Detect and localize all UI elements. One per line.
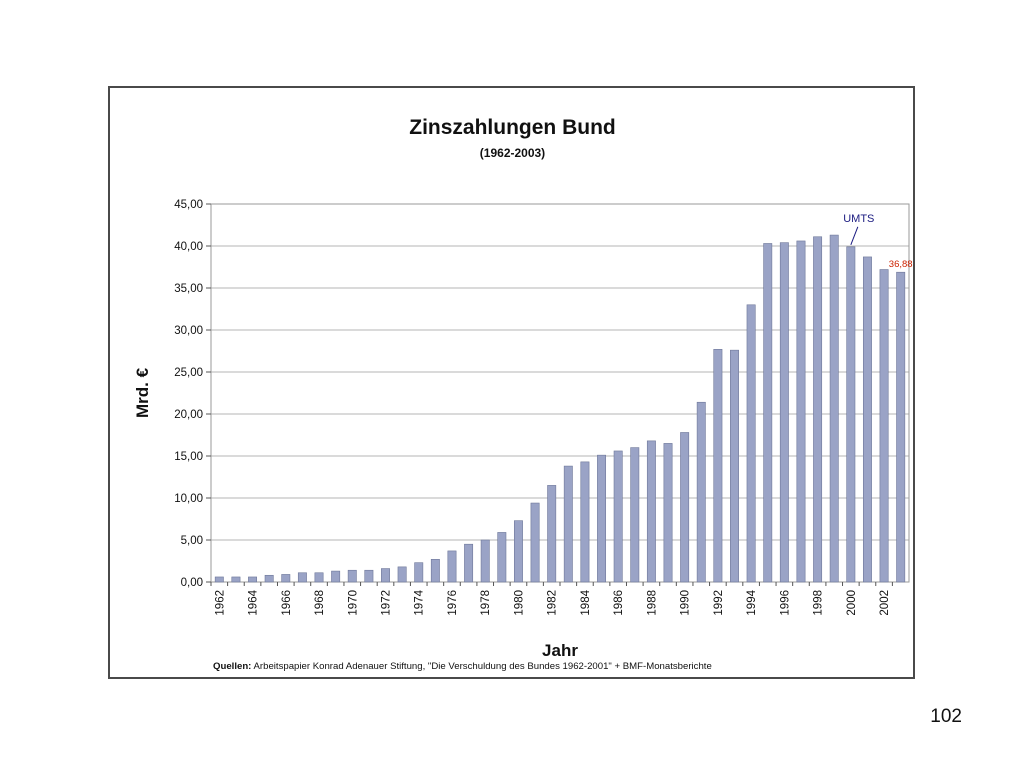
bar-2000 xyxy=(846,246,856,583)
y-tick-label: 5,00 xyxy=(181,535,203,547)
umts-leader-line xyxy=(850,226,859,246)
value-label-last-year: 36,88 xyxy=(889,259,913,270)
bar-1985 xyxy=(597,454,607,583)
bar-1992 xyxy=(713,349,723,583)
bar-1976 xyxy=(447,550,457,583)
bar-2001 xyxy=(862,256,872,583)
bar-2003 xyxy=(896,271,906,583)
x-tick-label: 1968 xyxy=(314,590,326,616)
x-tick-label: 1976 xyxy=(447,590,459,616)
bar-1975 xyxy=(430,559,440,583)
y-tick-label: 20,00 xyxy=(174,409,203,421)
annotations: UMTS 36,88 xyxy=(843,213,912,270)
x-tick-label: 1972 xyxy=(381,590,393,616)
bar-1970 xyxy=(347,569,357,583)
x-tick-label: 1996 xyxy=(779,590,791,616)
x-tick-label: 2002 xyxy=(879,590,891,616)
bar-1988 xyxy=(646,440,656,583)
x-tick-label: 2000 xyxy=(846,590,858,616)
y-axis-title: Mrd. € xyxy=(133,367,152,418)
x-axis-ticks: 1962 1964 1966 1968 1970 1972 1974 1976 1978 1980… xyxy=(210,582,893,616)
bar-1984 xyxy=(580,461,590,583)
x-tick-label: 1984 xyxy=(580,589,592,615)
chart-title: Zinszahlungen Bund xyxy=(409,116,616,139)
bar-1971 xyxy=(364,569,374,583)
x-tick-label: 1998 xyxy=(813,590,825,616)
bar-1963 xyxy=(231,576,241,583)
x-tick-label: 1992 xyxy=(713,590,725,616)
umts-annotation: UMTS xyxy=(843,213,874,225)
y-tick-label: 45,00 xyxy=(174,199,203,211)
y-tick-label: 35,00 xyxy=(174,283,203,295)
y-tick-label: 0,00 xyxy=(181,577,203,589)
x-tick-label: 1994 xyxy=(746,589,758,615)
bar-1968 xyxy=(314,572,324,583)
bar-1997 xyxy=(796,240,806,583)
bar-1983 xyxy=(563,465,573,583)
bar-2002 xyxy=(879,269,889,583)
x-tick-label: 1962 xyxy=(214,590,226,616)
bar-1969 xyxy=(331,570,341,583)
bar-1967 xyxy=(297,572,307,583)
bar-1996 xyxy=(779,242,789,583)
bar-1995 xyxy=(763,243,773,583)
bar-1982 xyxy=(547,485,557,583)
x-tick-label: 1986 xyxy=(613,590,625,616)
bars xyxy=(214,234,906,583)
x-tick-label: 1980 xyxy=(513,590,525,616)
bar-1964 xyxy=(248,576,258,583)
bar-1979 xyxy=(497,532,507,583)
x-tick-label: 1982 xyxy=(547,590,559,616)
bar-1994 xyxy=(746,304,756,583)
bar-1998 xyxy=(813,236,823,583)
y-axis-ticks: 0,00 5,00 10,00 15,00 20,00 25,00 30,00 35,00 40… xyxy=(174,199,211,589)
bar-1990 xyxy=(680,432,690,583)
x-tick-label: 1966 xyxy=(281,590,293,616)
bar-1962 xyxy=(214,576,224,583)
bar-1987 xyxy=(630,447,640,583)
page-number: 102 xyxy=(930,706,962,727)
bar-1993 xyxy=(730,349,739,583)
bar-1965 xyxy=(264,574,274,583)
y-tick-label: 30,00 xyxy=(174,325,203,337)
chart-frame: Zinszahlungen Bund (1962-2003) 0,00 5,00 1… xyxy=(108,86,915,679)
chart-subtitle: (1962-2003) xyxy=(479,146,546,160)
bar-1999 xyxy=(829,234,839,583)
y-tick-label: 15,00 xyxy=(174,451,203,463)
bar-1986 xyxy=(613,450,623,583)
x-tick-label: 1970 xyxy=(347,590,359,616)
x-tick-label: 1990 xyxy=(680,590,692,616)
x-axis-title: Jahr xyxy=(542,641,578,660)
x-tick-label: 1988 xyxy=(646,590,658,616)
x-tick-label: 1974 xyxy=(414,589,426,615)
source-note: Quellen: Arbeitspapier Konrad Adenauer S… xyxy=(213,661,913,672)
bar-1989 xyxy=(663,443,673,583)
bar-1978 xyxy=(480,539,490,583)
bar-1973 xyxy=(397,566,407,583)
y-tick-label: 40,00 xyxy=(174,241,203,253)
bar-1972 xyxy=(381,568,390,583)
bar-1991 xyxy=(696,401,706,583)
bar-1981 xyxy=(530,502,540,583)
bar-chart: 0,00 5,00 10,00 15,00 20,00 25,00 30,00 35,00 40… xyxy=(133,199,913,660)
bar-1977 xyxy=(464,543,474,583)
source-text: Arbeitspapier Konrad Adenauer Stiftung, … xyxy=(253,661,712,672)
source-label: Quellen: xyxy=(213,661,252,672)
y-tick-label: 25,00 xyxy=(174,367,203,379)
x-tick-label: 1978 xyxy=(480,590,492,616)
y-tick-label: 10,00 xyxy=(174,493,203,505)
bar-1966 xyxy=(281,574,291,583)
bar-1974 xyxy=(414,562,424,583)
x-tick-label: 1964 xyxy=(248,589,260,615)
bar-1980 xyxy=(513,520,523,583)
